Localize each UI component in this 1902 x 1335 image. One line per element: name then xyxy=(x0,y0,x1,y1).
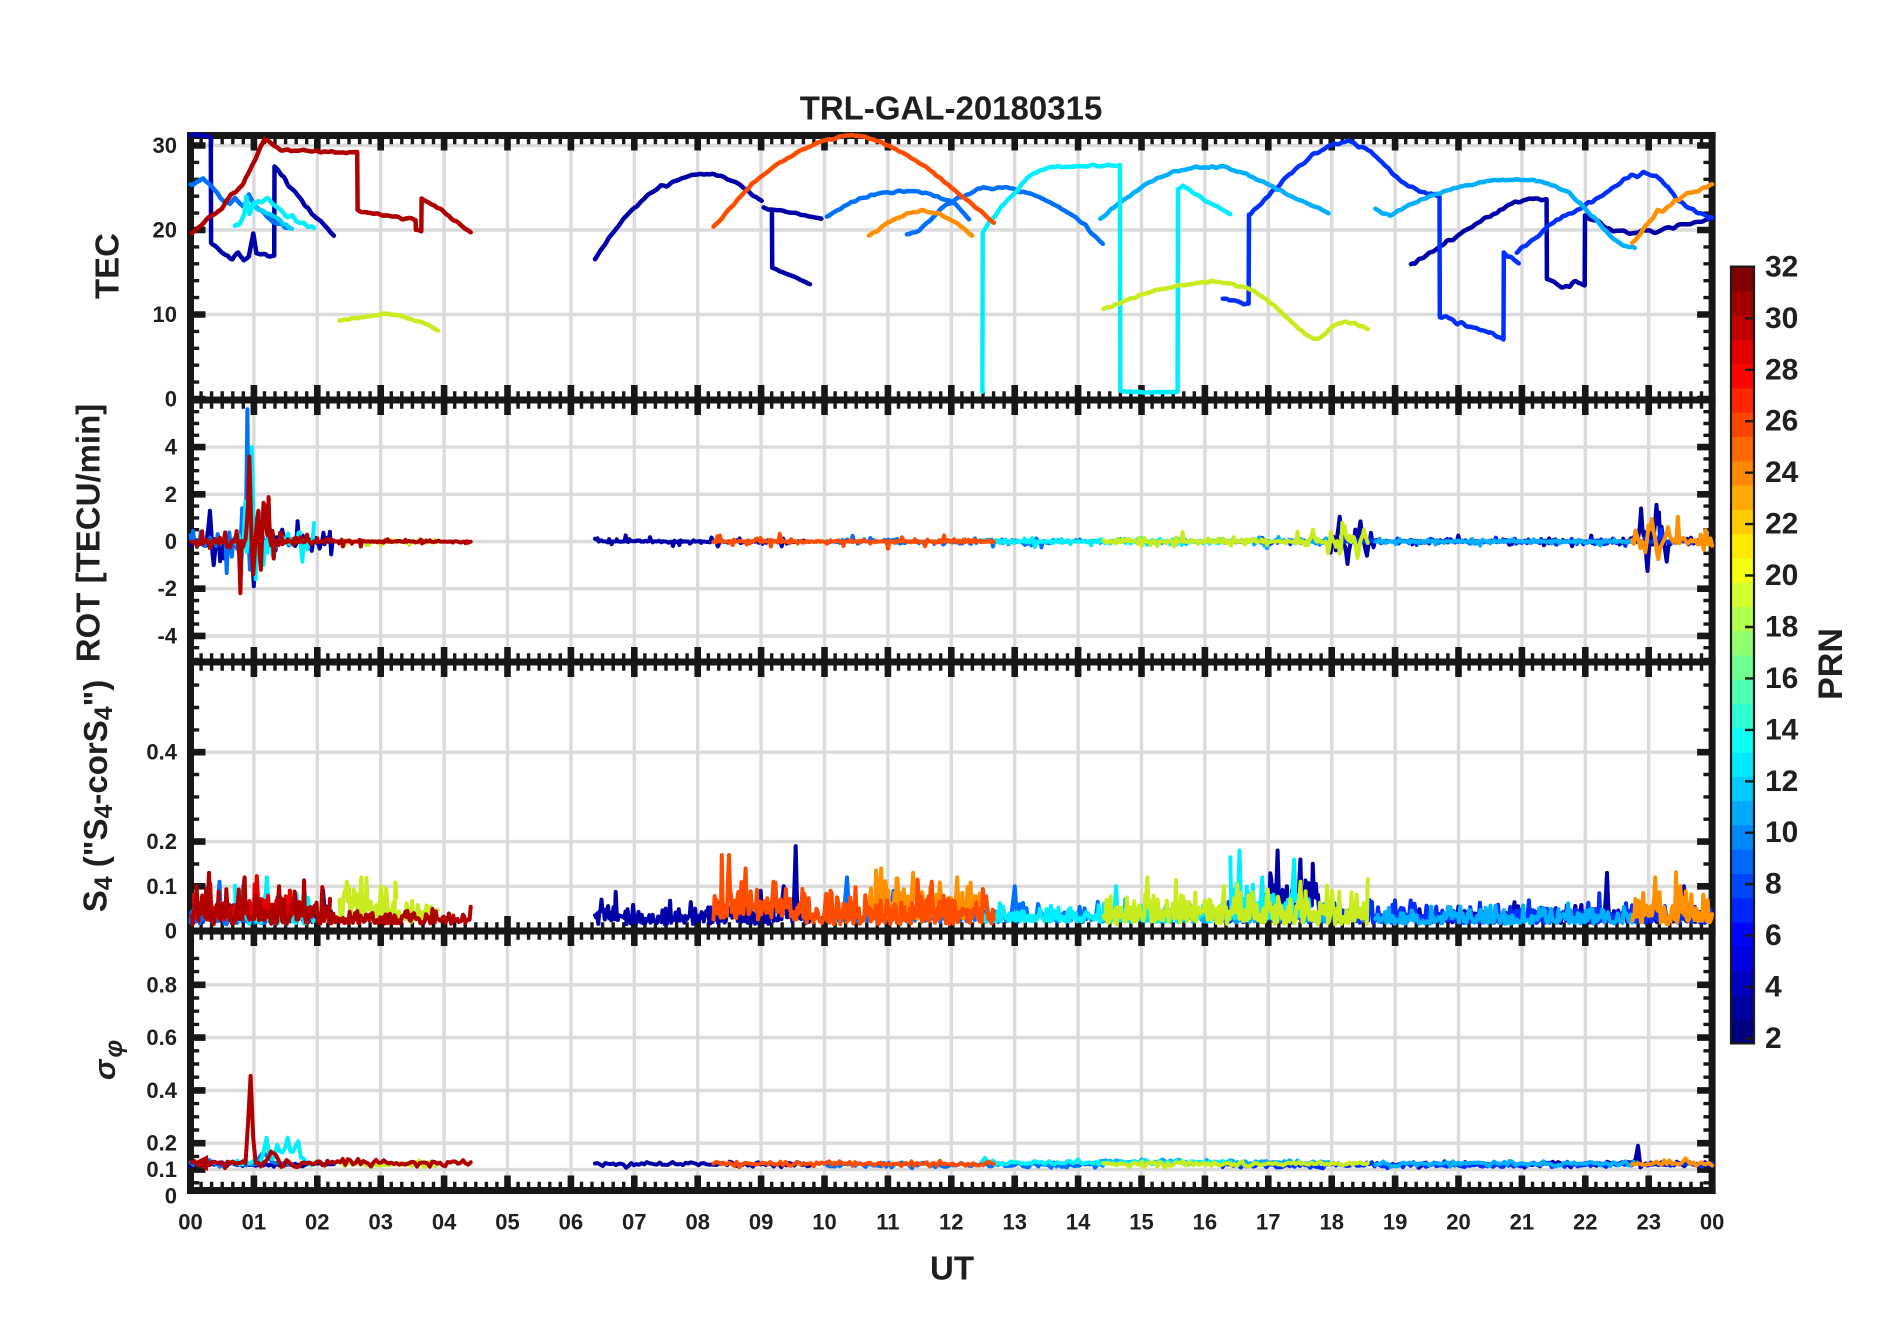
svg-text:07: 07 xyxy=(622,1210,646,1235)
svg-text:ROT [TECU/min]: ROT [TECU/min] xyxy=(70,404,107,662)
svg-text:05: 05 xyxy=(495,1210,519,1235)
svg-text:2: 2 xyxy=(165,482,177,507)
svg-text:20: 20 xyxy=(1446,1210,1470,1235)
svg-text:0.2: 0.2 xyxy=(146,829,177,854)
svg-text:8: 8 xyxy=(1765,868,1782,901)
svg-text:00: 00 xyxy=(1700,1210,1724,1235)
svg-text:17: 17 xyxy=(1256,1210,1280,1235)
svg-text:22: 22 xyxy=(1573,1210,1597,1235)
svg-text:-4: -4 xyxy=(157,623,177,648)
svg-text:02: 02 xyxy=(305,1210,329,1235)
svg-text:12: 12 xyxy=(1765,765,1798,798)
svg-text:TRL-GAL-20180315: TRL-GAL-20180315 xyxy=(800,90,1103,127)
svg-text:12: 12 xyxy=(939,1210,963,1235)
svg-text:16: 16 xyxy=(1193,1210,1217,1235)
svg-text:4: 4 xyxy=(1765,971,1782,1004)
svg-text:4: 4 xyxy=(165,435,178,460)
svg-text:0: 0 xyxy=(165,919,177,944)
svg-text:03: 03 xyxy=(368,1210,392,1235)
svg-text:σφ: σφ xyxy=(87,1040,129,1080)
svg-text:26: 26 xyxy=(1765,405,1798,438)
svg-text:01: 01 xyxy=(242,1210,266,1235)
svg-text:04: 04 xyxy=(432,1210,457,1235)
svg-text:08: 08 xyxy=(685,1210,709,1235)
svg-text:18: 18 xyxy=(1319,1210,1343,1235)
svg-text:0: 0 xyxy=(165,387,177,412)
svg-text:0.1: 0.1 xyxy=(146,874,177,899)
svg-text:0.6: 0.6 xyxy=(146,1025,177,1050)
svg-text:16: 16 xyxy=(1765,662,1798,695)
svg-text:0: 0 xyxy=(165,529,177,554)
svg-text:30: 30 xyxy=(153,133,177,158)
svg-text:6: 6 xyxy=(1765,919,1782,952)
svg-text:30: 30 xyxy=(1765,302,1798,335)
svg-text:10: 10 xyxy=(1765,816,1798,849)
svg-text:18: 18 xyxy=(1765,611,1798,644)
svg-text:TEC: TEC xyxy=(89,233,126,299)
svg-text:32: 32 xyxy=(1765,250,1798,283)
svg-text:14: 14 xyxy=(1765,713,1799,746)
svg-text:0.1: 0.1 xyxy=(146,1157,177,1182)
svg-text:20: 20 xyxy=(1765,559,1798,592)
svg-text:PRN: PRN xyxy=(1812,628,1850,700)
svg-text:13: 13 xyxy=(1002,1210,1026,1235)
svg-text:19: 19 xyxy=(1383,1210,1407,1235)
svg-text:-2: -2 xyxy=(157,576,177,601)
svg-text:0: 0 xyxy=(165,1184,177,1209)
svg-text:23: 23 xyxy=(1636,1210,1660,1235)
svg-text:15: 15 xyxy=(1129,1210,1153,1235)
svg-text:11: 11 xyxy=(876,1210,899,1235)
svg-text:0.4: 0.4 xyxy=(146,1078,177,1103)
svg-text:0.2: 0.2 xyxy=(146,1131,177,1156)
svg-text:14: 14 xyxy=(1066,1210,1091,1235)
svg-text:24: 24 xyxy=(1765,456,1799,489)
svg-text:20: 20 xyxy=(153,218,177,243)
svg-text:10: 10 xyxy=(812,1210,836,1235)
svg-text:21: 21 xyxy=(1510,1210,1534,1235)
svg-text:22: 22 xyxy=(1765,508,1798,541)
svg-text:06: 06 xyxy=(559,1210,583,1235)
svg-text:2: 2 xyxy=(1765,1022,1782,1055)
svg-text:0.8: 0.8 xyxy=(146,972,177,997)
svg-text:09: 09 xyxy=(749,1210,773,1235)
svg-text:UT: UT xyxy=(930,1250,974,1287)
svg-text:10: 10 xyxy=(153,302,177,327)
svg-text:00: 00 xyxy=(178,1210,202,1235)
svg-text:28: 28 xyxy=(1765,353,1798,386)
svg-text:0.4: 0.4 xyxy=(146,740,177,765)
